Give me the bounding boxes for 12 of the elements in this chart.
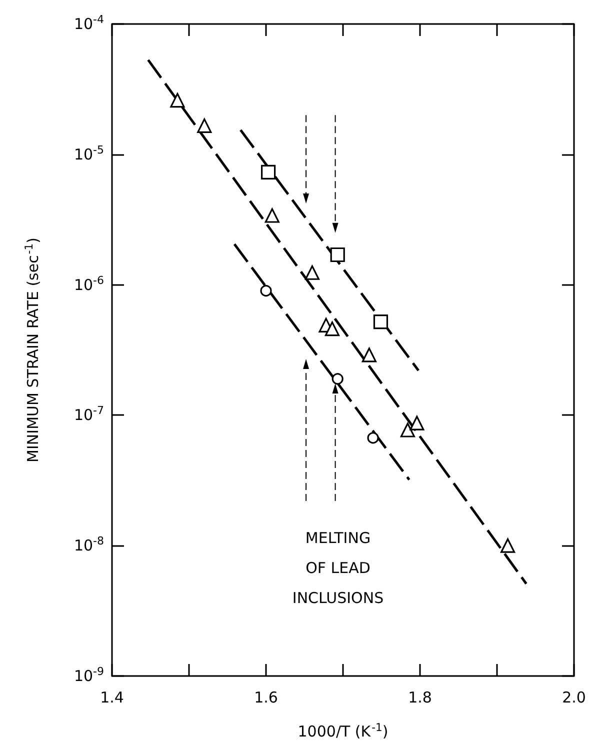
x-tick-label: 2.0 [562, 688, 586, 706]
x-tick-label: 1.4 [100, 688, 124, 706]
y-tick-label: 10$^{-7}$ [74, 404, 104, 424]
annotation: MELTING OF LEAD INCLUSIONS [292, 529, 384, 607]
y-tick-label: 10$^{-6}$ [74, 273, 104, 294]
y-tick-label: 10$^{-9}$ [74, 664, 104, 685]
x-tick-label: 1.6 [254, 688, 278, 706]
x-tick-label: 1.8 [408, 688, 432, 706]
y-axis-title: MINIMUM STRAIN RATE (sec-1) [22, 238, 42, 462]
y-tick-label: 10$^{-8}$ [74, 534, 104, 555]
y-tick-label: 10$^{-4}$ [74, 12, 104, 33]
y-tick-label: 10$^{-5}$ [74, 142, 104, 164]
